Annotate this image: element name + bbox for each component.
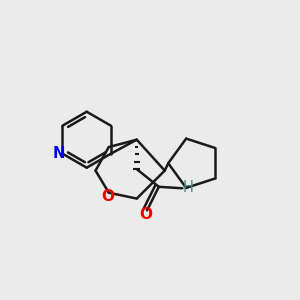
Text: O: O bbox=[102, 189, 115, 204]
Text: H: H bbox=[183, 180, 194, 195]
Text: O: O bbox=[139, 207, 152, 222]
Text: N: N bbox=[52, 146, 65, 161]
